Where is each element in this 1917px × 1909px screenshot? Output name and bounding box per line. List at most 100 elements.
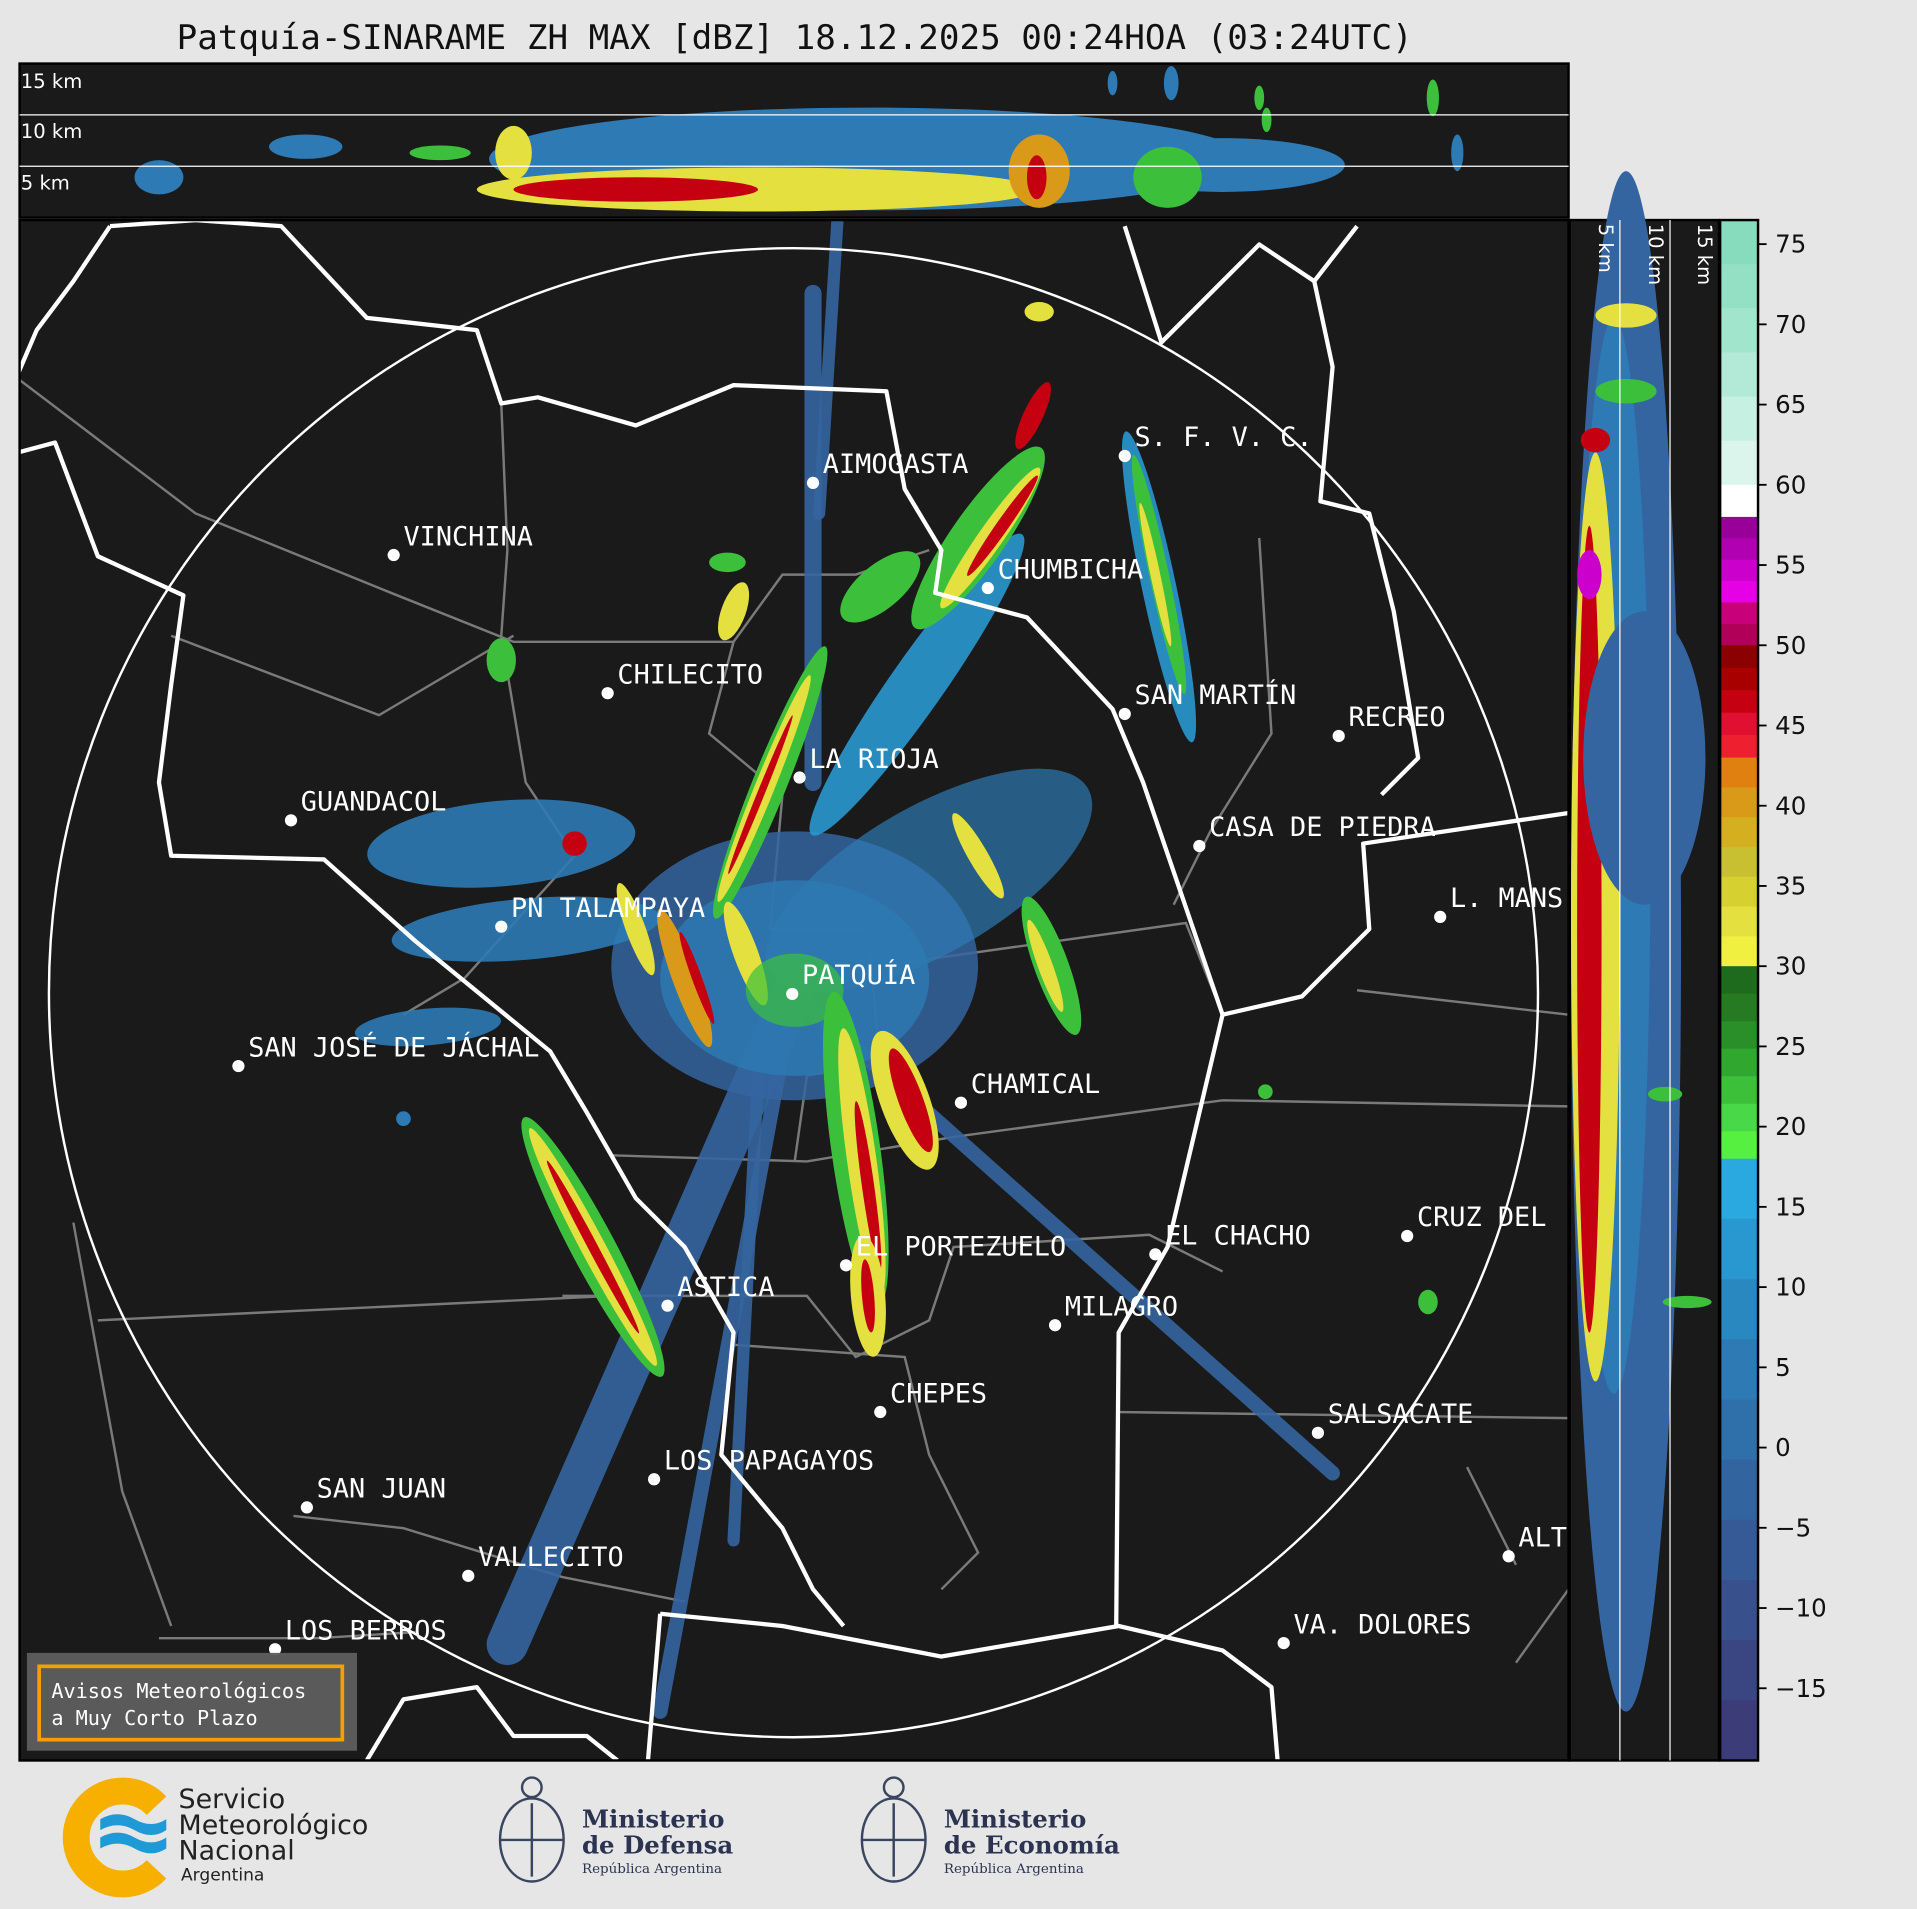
colorbar-band bbox=[1720, 1579, 1759, 1641]
smn-logo: Servicio Meteorológico Nacional Argentin… bbox=[62, 1777, 369, 1898]
colorbar-band bbox=[1720, 602, 1759, 625]
colorbar-band bbox=[1720, 1399, 1759, 1461]
city-label: CHAMICAL bbox=[971, 1069, 1100, 1100]
warning-text-line2: a Muy Corto Plazo bbox=[51, 1706, 257, 1730]
city-dot bbox=[1193, 839, 1206, 853]
smn-logo-text: Servicio bbox=[179, 1784, 286, 1815]
radar-range-ring bbox=[47, 246, 1540, 1739]
ministry-name: Ministerio bbox=[944, 1805, 1086, 1834]
colorbar-band bbox=[1720, 993, 1759, 1022]
city-dot bbox=[601, 687, 614, 700]
colorbar-band bbox=[1720, 352, 1759, 398]
colorbar-tick-label: 40 bbox=[1775, 791, 1806, 820]
colorbar-tick-label: 10 bbox=[1775, 1273, 1806, 1302]
city-label: VALLECITO bbox=[478, 1542, 624, 1573]
colorbar-band bbox=[1720, 220, 1759, 265]
city-label: ASTICA bbox=[677, 1272, 774, 1303]
city-dot bbox=[1311, 1426, 1325, 1439]
city-label: RECREO bbox=[1348, 702, 1445, 733]
side-cross-section: 5 km 10 km 15 km bbox=[1568, 171, 1721, 1762]
city-dot bbox=[874, 1405, 887, 1419]
colorbar-band bbox=[1720, 846, 1759, 878]
colorbar-tick-label: 75 bbox=[1775, 230, 1806, 259]
smn-logo-text: Meteorológico bbox=[179, 1810, 369, 1841]
colorbar-band bbox=[1720, 1218, 1759, 1280]
city-dot bbox=[1277, 1636, 1290, 1650]
city-dot bbox=[981, 581, 994, 595]
city-dot bbox=[268, 1643, 282, 1656]
city-dot bbox=[387, 548, 400, 562]
city-label: MILAGRO bbox=[1065, 1291, 1178, 1322]
height-label-10km: 10 km bbox=[1644, 224, 1667, 285]
colorbar-band bbox=[1720, 440, 1759, 486]
colorbar-band bbox=[1720, 1700, 1759, 1762]
city-dot bbox=[1502, 1550, 1515, 1563]
city-label: PN TALAMPAYA bbox=[511, 893, 705, 924]
city-label: VINCHINA bbox=[403, 521, 532, 552]
city-label: SAN JUAN bbox=[317, 1474, 446, 1505]
height-label-5km: 5 km bbox=[21, 171, 70, 194]
colorbar-band bbox=[1720, 1339, 1759, 1401]
colorbar-band bbox=[1720, 1103, 1759, 1132]
city-label: LA RIOJA bbox=[809, 744, 938, 775]
city-dot bbox=[661, 1299, 674, 1312]
colorbar-band bbox=[1720, 667, 1759, 691]
city-label: CHUMBICHA bbox=[998, 554, 1144, 585]
colorbar-band bbox=[1720, 484, 1759, 518]
city-label: ALT bbox=[1518, 1523, 1567, 1554]
city-dot bbox=[1118, 707, 1131, 721]
colorbar-band bbox=[1720, 1048, 1759, 1077]
city-label: EL PORTEZUELO bbox=[856, 1232, 1066, 1263]
city-dot bbox=[647, 1473, 661, 1486]
city-dot bbox=[839, 1259, 853, 1272]
city-dot bbox=[300, 1501, 313, 1514]
city-label: AIMOGASTA bbox=[823, 449, 969, 480]
city-label: EL CHACHO bbox=[1165, 1221, 1311, 1252]
city-dot bbox=[786, 987, 799, 1001]
colorbar-tick-label: −10 bbox=[1775, 1594, 1827, 1623]
city-dot bbox=[793, 771, 806, 784]
city-markers: AIMOGASTA VINCHINA S. F. V. C. CHUMBICHA CHI… bbox=[232, 422, 1567, 1656]
ministry-subtitle: República Argentina bbox=[582, 1862, 722, 1877]
colorbar-tick-label: 60 bbox=[1775, 470, 1806, 499]
colorbar-band bbox=[1720, 735, 1759, 759]
colorbar-band bbox=[1720, 308, 1759, 354]
city-label: L. MANS bbox=[1450, 883, 1563, 914]
radar-map[interactable]: AIMOGASTA VINCHINA S. F. V. C. CHUMBICHA CHI… bbox=[18, 218, 1570, 1762]
colorbar-tick-label: 70 bbox=[1775, 310, 1806, 339]
city-dot bbox=[232, 1059, 245, 1073]
warning-text-line1: Avisos Meteorológicos bbox=[51, 1679, 306, 1703]
colorbar-band bbox=[1720, 876, 1759, 908]
colorbar-tick-label: 55 bbox=[1775, 551, 1806, 580]
smn-logo-text: Nacional bbox=[179, 1835, 295, 1866]
ministerio-economia-logo: Ministerio de Economía República Argenti… bbox=[860, 1776, 1120, 1883]
city-label: SAN JOSÉ DE JÁCHAL bbox=[248, 1031, 539, 1063]
colorbar-band bbox=[1720, 623, 1759, 646]
colorbar-band bbox=[1720, 712, 1759, 736]
colorbar-band bbox=[1720, 1158, 1759, 1220]
colorbar-band bbox=[1720, 966, 1759, 995]
colorbar-tick-label: 25 bbox=[1775, 1032, 1806, 1061]
city-dot bbox=[1434, 910, 1447, 924]
city-label: SALSACATE bbox=[1328, 1399, 1474, 1430]
coat-of-arms-icon bbox=[860, 1776, 927, 1883]
city-label: VA. DOLORES bbox=[1293, 1609, 1471, 1640]
ministerio-defensa-logo: Ministerio de Defensa República Argentin… bbox=[498, 1776, 733, 1883]
height-label-15km: 15 km bbox=[21, 70, 82, 93]
city-label: LOS BERROS bbox=[285, 1615, 447, 1646]
colorbar-tick-label: 5 bbox=[1775, 1353, 1791, 1382]
city-label: CHEPES bbox=[890, 1378, 987, 1409]
city-label: CRUZ DEL bbox=[1417, 1202, 1546, 1233]
ministry-name: de Economía bbox=[944, 1830, 1120, 1859]
colorbar-band bbox=[1720, 1519, 1759, 1581]
colorbar-tick-label: 35 bbox=[1775, 872, 1806, 901]
warning-box[interactable]: Avisos Meteorológicos a Muy Corto Plazo bbox=[26, 1652, 358, 1751]
colorbar-band bbox=[1720, 1459, 1759, 1521]
colorbar-band bbox=[1720, 1640, 1759, 1701]
colorbar-tick-label: 50 bbox=[1775, 631, 1806, 660]
colorbar-tick-label: 30 bbox=[1775, 952, 1806, 981]
colorbar-band bbox=[1720, 264, 1759, 309]
ministry-subtitle: República Argentina bbox=[944, 1862, 1084, 1877]
ministry-name: Ministerio bbox=[582, 1805, 724, 1834]
